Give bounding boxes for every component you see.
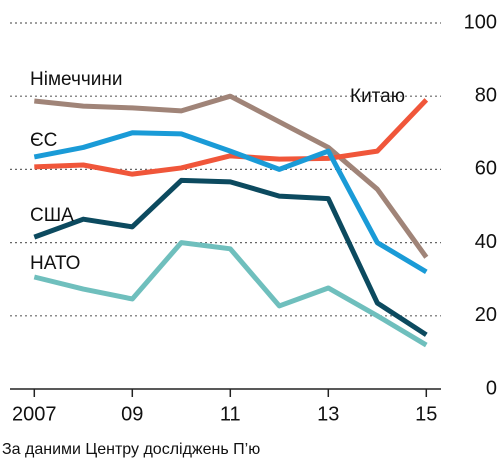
y-tick-label: 60 — [475, 158, 497, 180]
series-label: ЄС — [30, 130, 57, 151]
series-label: США — [30, 205, 74, 226]
y-tick-label: 80 — [475, 84, 497, 106]
y-tick-label: 100 — [464, 11, 497, 33]
series-line — [33, 240, 428, 348]
series-line — [34, 98, 429, 177]
y-tick-label: 0 — [486, 377, 497, 399]
y-tick-label: 20 — [475, 304, 497, 326]
x-tick-label: 15 — [415, 403, 437, 425]
x-tick-label: 13 — [317, 403, 339, 425]
x-tick-label: 2007 — [12, 403, 57, 425]
x-tick-label: 09 — [121, 403, 143, 425]
y-tick-label: 40 — [475, 231, 497, 253]
series-line — [34, 93, 429, 259]
series-label: НАТО — [30, 253, 80, 274]
series-label: Німеччини — [30, 69, 122, 90]
series-line — [33, 130, 428, 275]
source: За даними Центру досліджень П’ю — [2, 441, 260, 458]
series-label: Китаю — [350, 86, 405, 107]
series-line — [33, 177, 428, 337]
x-tick-label: 11 — [220, 403, 241, 425]
